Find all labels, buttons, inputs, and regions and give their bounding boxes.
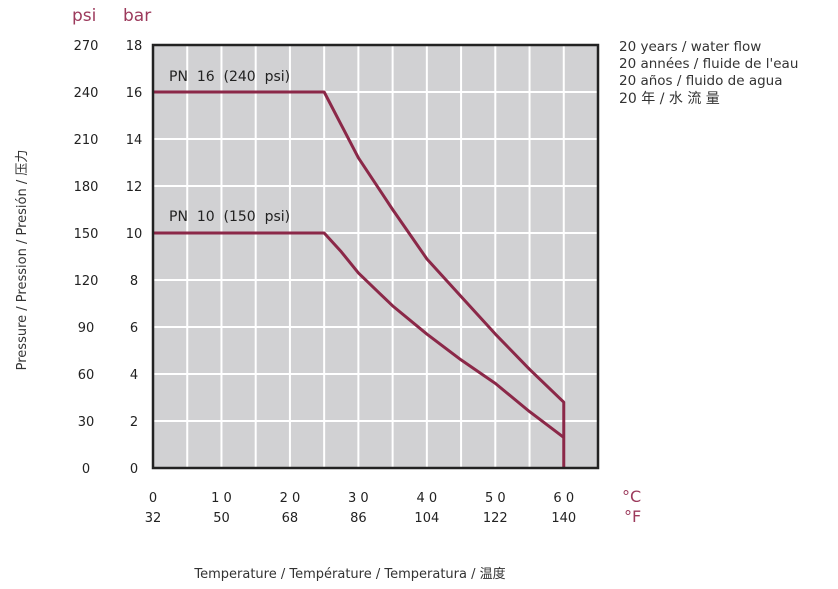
y-tick-bar: 12: [126, 180, 143, 195]
celsius-unit-label: °C: [622, 487, 641, 506]
y-tick-psi: 30: [78, 415, 95, 430]
y-axis-title: Pressure / Pression / Presión / 压力: [15, 150, 30, 371]
x-tick-fahrenheit: 104: [414, 511, 439, 526]
y-tick-bar: 14: [126, 133, 143, 148]
y-tick-bar: 4: [130, 368, 138, 383]
x-tick-celsius: 0: [149, 491, 157, 506]
y-tick-psi: 270: [74, 39, 99, 54]
y-tick-psi: 90: [78, 321, 95, 336]
note-line-4: 20 年 / 水 流 量: [619, 91, 720, 107]
x-tick-fahrenheit: 122: [483, 511, 508, 526]
y-tick-bar: 2: [130, 415, 138, 430]
y-tick-psi: 60: [78, 368, 95, 383]
plot-frame: [151, 43, 600, 470]
x-axis-title: Temperature / Température / Temperatura …: [193, 566, 505, 582]
y-tick-psi: 180: [74, 180, 99, 195]
x-tick-celsius: 6 0: [553, 491, 574, 506]
x-tick-fahrenheit: 86: [350, 511, 367, 526]
bar-unit-label: bar: [123, 6, 151, 26]
series-line-0: [153, 90, 566, 468]
series-line-1: [153, 231, 565, 439]
x-tick-celsius: 5 0: [485, 491, 506, 506]
x-tick-celsius: 1 0: [211, 491, 232, 506]
y-tick-psi: 150: [74, 227, 99, 242]
y-tick-psi: 120: [74, 274, 99, 289]
y-tick-psi: 240: [74, 86, 99, 101]
plot-area: [153, 45, 598, 468]
y-tick-psi: 210: [74, 133, 99, 148]
x-tick-celsius: 4 0: [417, 491, 438, 506]
psi-unit-label: psi: [72, 6, 96, 26]
y-tick-psi: 0: [82, 462, 90, 477]
note-line-1: 20 years / water flow: [619, 39, 761, 55]
y-tick-bar: 6: [130, 321, 138, 336]
y-tick-bar: 18: [126, 39, 143, 54]
note-line-2: 20 années / fluide de l'eau: [619, 56, 798, 72]
y-tick-bar: 0: [130, 462, 138, 477]
y-tick-bar: 16: [126, 86, 143, 101]
x-ticks: 0 32 1 0 50 2 0 68 3 0 86 4 0 104 5 0 122 6 0 140: [145, 491, 576, 526]
y-ticks: 0 0 2 30 4 60 6 90 8 120 10 150 12 180 14 210 16 240 18 270: [74, 39, 143, 477]
x-tick-fahrenheit: 68: [282, 511, 299, 526]
series-lines: [153, 90, 566, 468]
x-tick-celsius: 2 0: [280, 491, 301, 506]
x-tick-celsius: 3 0: [348, 491, 369, 506]
x-tick-fahrenheit: 140: [551, 511, 576, 526]
x-tick-fahrenheit: 50: [213, 511, 230, 526]
fahrenheit-unit-label: °F: [624, 507, 641, 526]
x-tick-fahrenheit: 32: [145, 511, 162, 526]
y-tick-bar: 8: [130, 274, 138, 289]
note-line-3: 20 años / fluido de agua: [619, 73, 783, 89]
series-label-pn10: PN 10 (150 psi): [169, 209, 290, 225]
y-tick-bar: 10: [126, 227, 143, 242]
series-label-pn16: PN 16 (240 psi): [169, 69, 290, 85]
